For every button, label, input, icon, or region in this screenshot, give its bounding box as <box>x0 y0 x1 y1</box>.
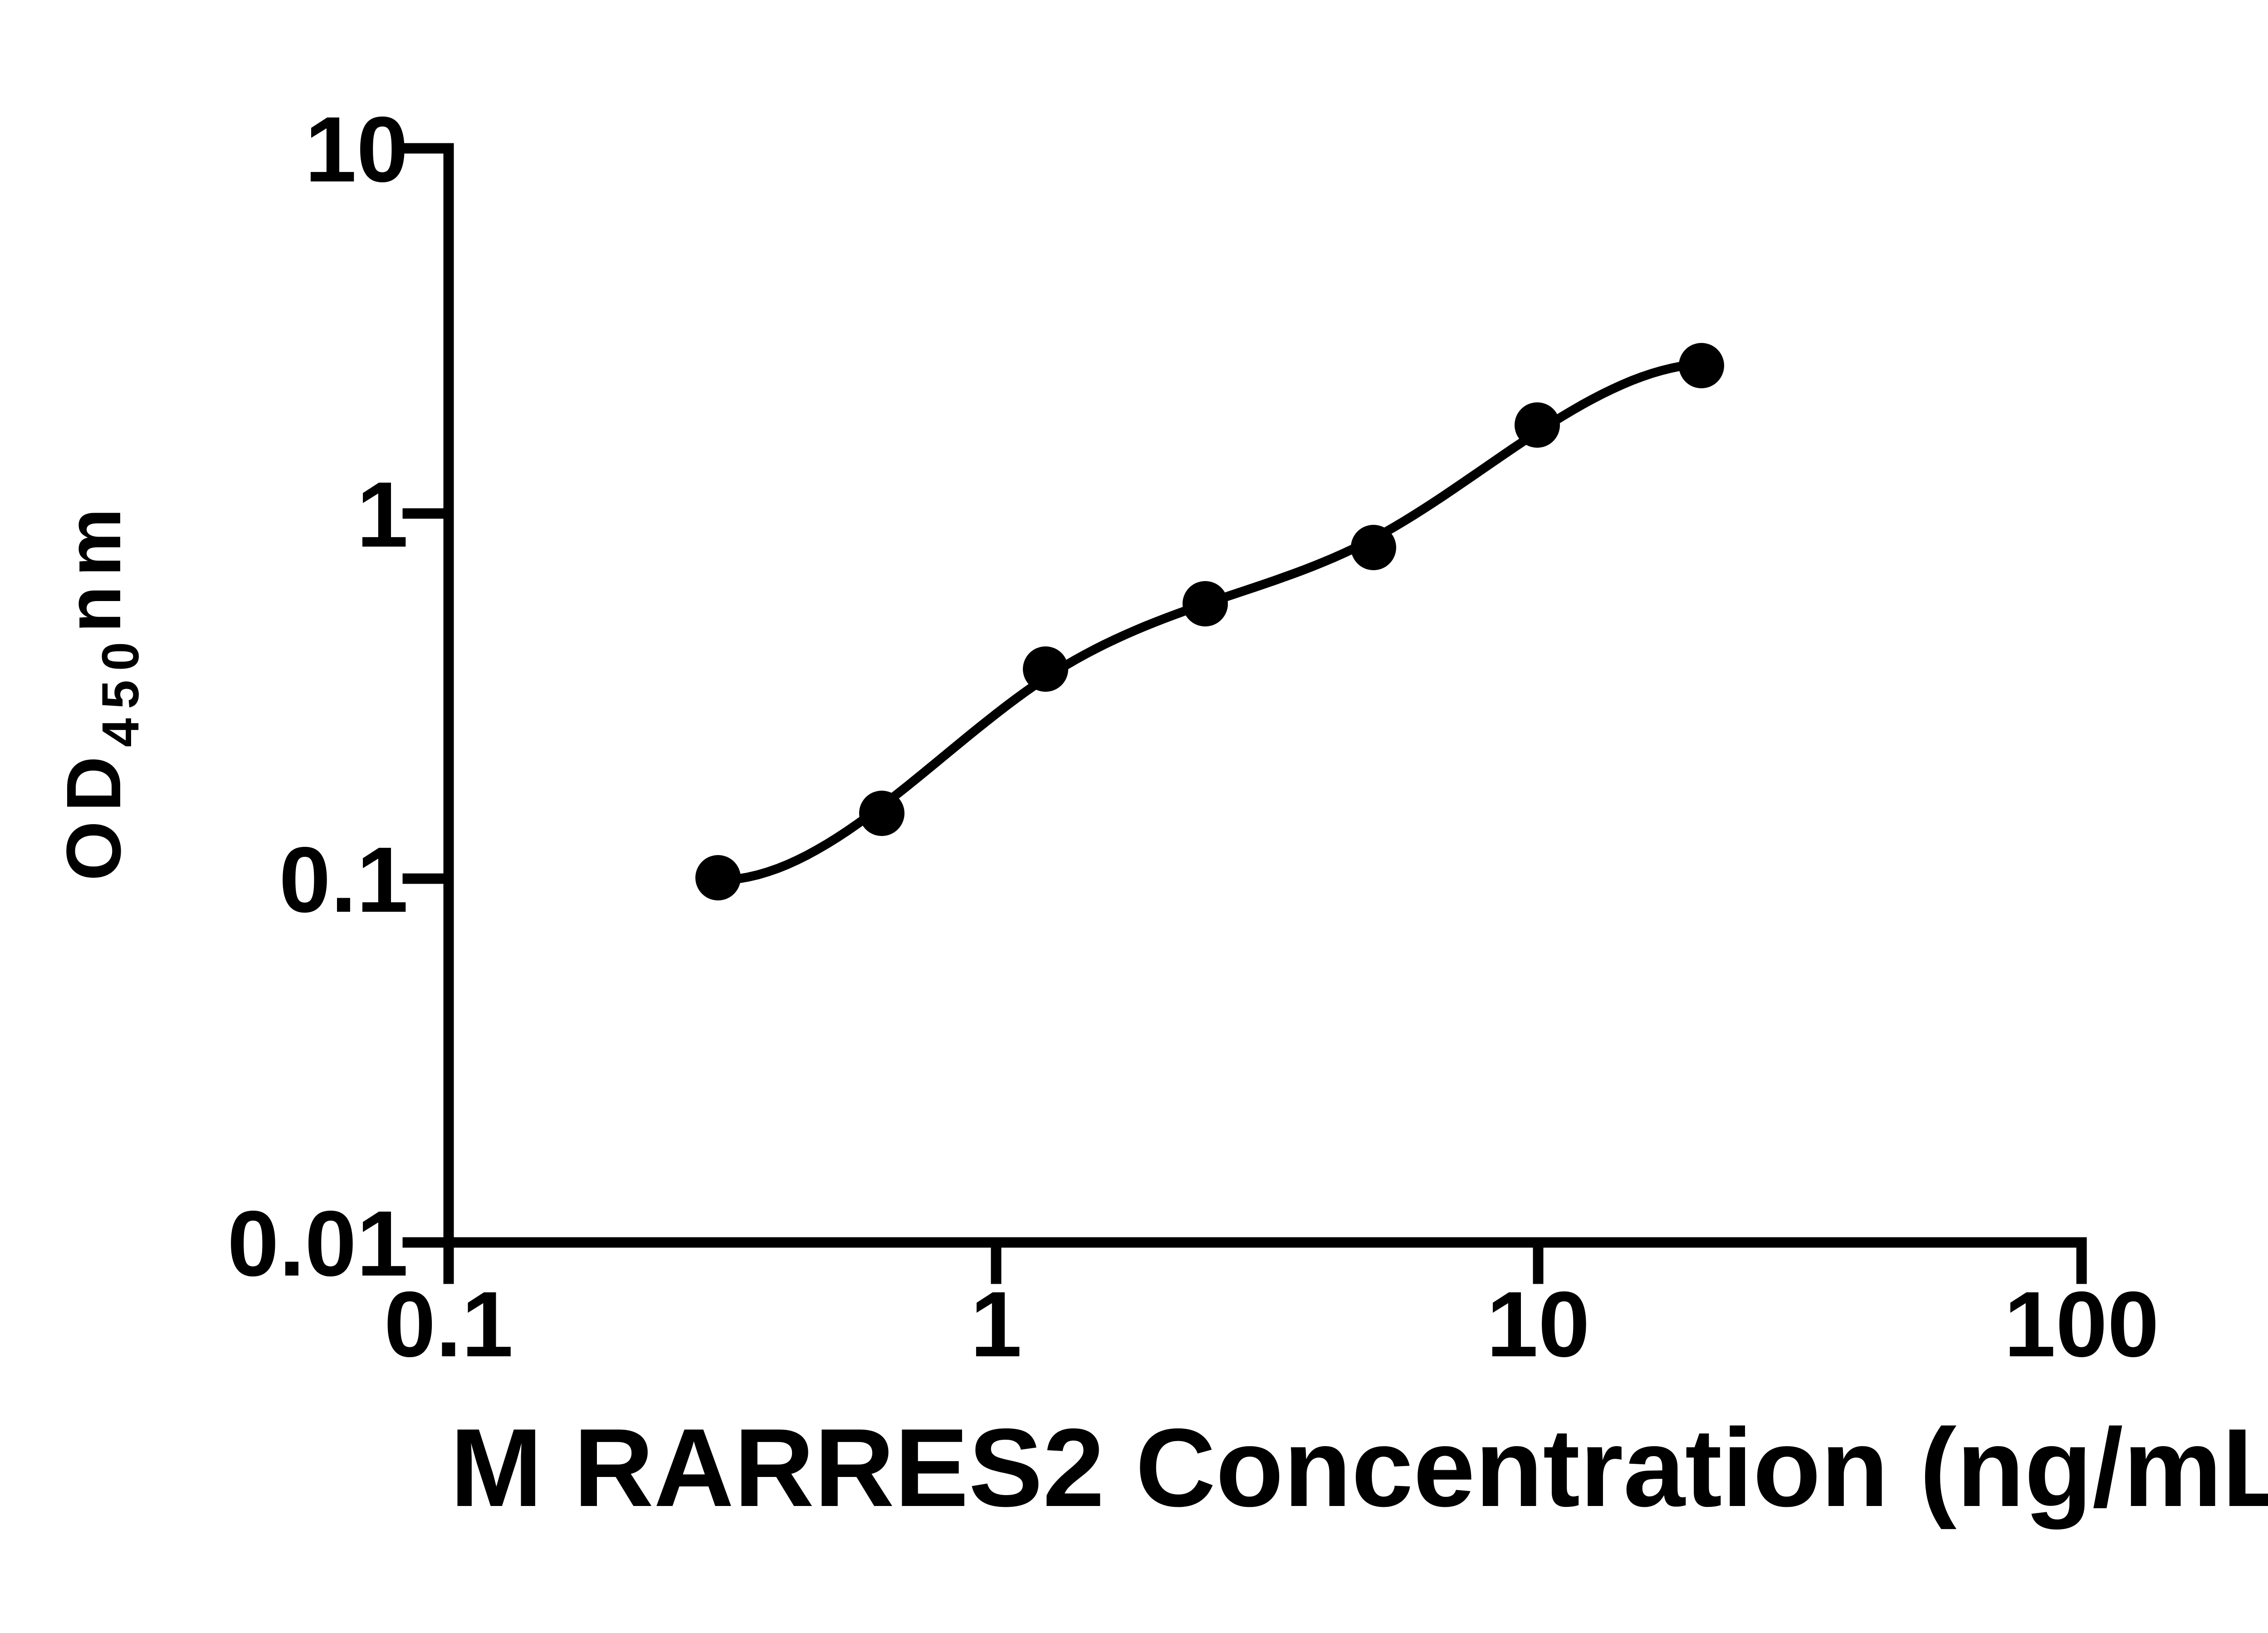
svg-text:1: 1 <box>357 463 408 567</box>
svg-text:10: 10 <box>1486 1272 1590 1376</box>
svg-text:M RARRES2 Concentration (ng/mL: M RARRES2 Concentration (ng/mL) <box>450 1405 2268 1530</box>
svg-text:1: 1 <box>970 1272 1022 1376</box>
svg-text:100: 100 <box>2004 1272 2159 1376</box>
svg-text:10: 10 <box>305 98 408 201</box>
svg-text:0.01: 0.01 <box>227 1192 408 1296</box>
svg-text:0.1: 0.1 <box>384 1272 513 1376</box>
svg-text:0.1: 0.1 <box>279 828 408 932</box>
